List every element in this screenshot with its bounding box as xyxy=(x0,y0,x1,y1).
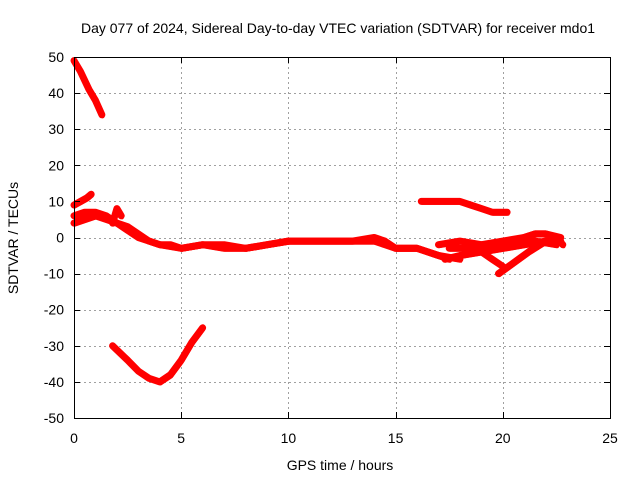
chart-title: Day 077 of 2024, Sidereal Day-to-day VTE… xyxy=(81,20,595,36)
y-tick-label: -50 xyxy=(44,410,64,426)
y-tick-label: 40 xyxy=(48,85,64,101)
y-tick-label: 50 xyxy=(48,49,64,65)
x-tick-label: 0 xyxy=(70,430,78,446)
y-tick-label: -30 xyxy=(44,338,64,354)
series-arc-early-high-jitter xyxy=(73,61,105,119)
series-arc-late-10 xyxy=(417,197,511,216)
x-tick-labels: 0 5 10 15 20 25 xyxy=(70,430,618,446)
series-arc-early-10-jitter xyxy=(73,194,94,209)
y-tick-label: -20 xyxy=(44,302,64,318)
series-arc-low-dip xyxy=(109,324,207,386)
y-tick-label: -40 xyxy=(44,374,64,390)
series-arc-main-2 xyxy=(70,212,464,263)
x-tick-label: 5 xyxy=(177,430,185,446)
axis-ticks xyxy=(74,57,611,419)
series-arc-late-4-jitter xyxy=(470,245,506,270)
series-arc-low-dip-jitter xyxy=(112,328,206,386)
y-tick-label: 30 xyxy=(48,121,64,137)
y-tick-label: 10 xyxy=(48,193,64,209)
y-axis-label: SDTVAR / TECUs xyxy=(5,182,21,294)
x-tick-label: 25 xyxy=(602,430,618,446)
y-tick-label: -10 xyxy=(44,266,64,282)
series-arc-main-1-jitter xyxy=(73,212,452,263)
x-tick-label: 10 xyxy=(281,430,297,446)
series-arc-main-1 xyxy=(70,208,453,263)
y-tick-label: 20 xyxy=(48,157,64,173)
x-tick-label: 15 xyxy=(388,430,404,446)
series-arc-late-10-jitter xyxy=(420,201,510,216)
data-series xyxy=(70,57,567,386)
series-arc-early-10 xyxy=(70,190,95,209)
series-arc-late-5 xyxy=(495,237,550,278)
y-tick-labels: -50 -40 -30 -20 -10 0 10 20 30 40 50 xyxy=(44,49,64,426)
series-arc-spike-2h-jitter xyxy=(112,209,124,227)
series-arc-late-6-jitter xyxy=(523,234,566,249)
x-tick-label: 20 xyxy=(495,430,511,446)
series-arc-main-2-jitter xyxy=(73,216,463,263)
series-arc-late-5-jitter xyxy=(498,241,549,278)
x-axis-label: GPS time / hours xyxy=(287,457,394,473)
y-tick-label: 0 xyxy=(56,230,64,246)
